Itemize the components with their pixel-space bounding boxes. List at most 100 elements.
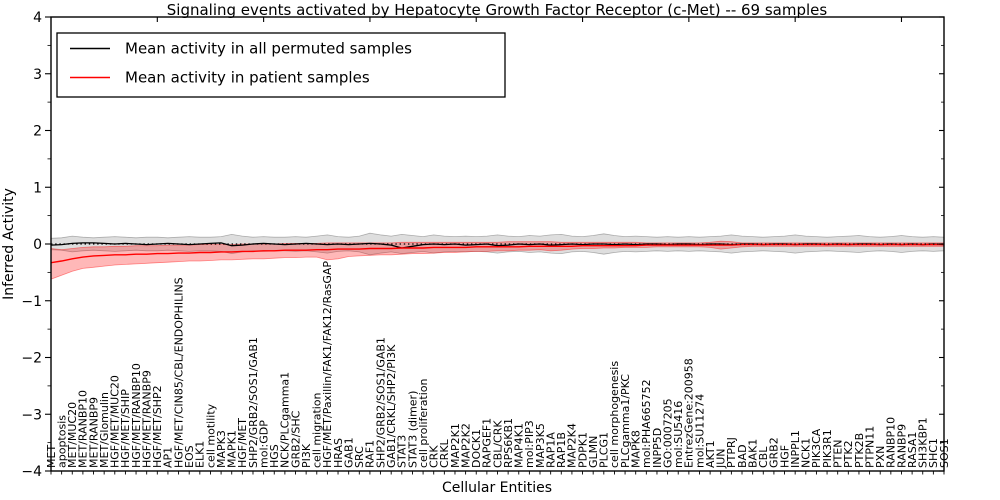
x-tick-label: MET/RANBP10 (77, 390, 90, 468)
x-tick-label: AP1 (162, 447, 175, 468)
chart-title: Signaling events activated by Hepatocyte… (167, 1, 828, 19)
x-tick-label: SHP2/GRB2/SOS1/GAB1 (247, 337, 260, 468)
y-tick-label: −3 (21, 407, 42, 423)
x-tick-label: MET/Glomulin (98, 392, 111, 468)
x-tick-label: HGF/MET (236, 418, 249, 468)
x-tick-label: MAPK8 (630, 430, 643, 468)
x-tick-label: PLCG1 (598, 432, 611, 468)
x-tick-label: GO:0007205 (661, 398, 674, 468)
y-tick-label: 0 (33, 237, 42, 253)
x-tick-label: MAP2K2 (459, 423, 472, 468)
plot-area (51, 232, 944, 280)
x-tick-label: cell migration (311, 392, 324, 468)
x-tick-label: PDPK1 (576, 432, 589, 468)
x-tick-label: GRB2 (768, 437, 781, 468)
x-tick-label: CRK (428, 445, 441, 468)
y-tick-label: −4 (21, 464, 42, 480)
y-axis-label: Inferred Activity (1, 188, 17, 300)
x-tick-label: RPS6KB1 (502, 418, 515, 468)
x-tick-label: PTEN (832, 439, 845, 468)
x-tick-label: CBL (757, 446, 770, 468)
x-tick-label: RAF1 (364, 440, 377, 468)
x-tick-label: MET/RANBP9 (87, 397, 100, 468)
x-tick-label: PIK3CA (810, 428, 823, 468)
x-tick-label: CRKL (438, 438, 451, 468)
x-tick-label: RAP1A (545, 432, 558, 468)
x-tick-label: HGF/MET/Paxillin/FAK1/FAK12/RasGAP (321, 261, 334, 468)
y-tick-label: −1 (21, 294, 42, 310)
x-tick-label: AKT1 (704, 440, 717, 468)
x-tick-label: HGF/MET/SHIP (119, 389, 132, 468)
x-tick-label: GAB1 (343, 437, 356, 468)
x-tick-label: STAT3 (396, 435, 409, 468)
x-tick-label: mol:PHA665752 (640, 379, 653, 468)
legend-frame (56, 32, 506, 98)
x-tick-label: HGF/MET/RANBP9 (141, 370, 154, 468)
x-tick-label: GAB1/CRKL/SHP2/PI3K (385, 344, 398, 468)
x-tick-label: PLCgamma1/PKC (619, 374, 632, 468)
x-tick-label: RAP1B (555, 432, 568, 468)
x-tick-label: PTPRJ (725, 437, 738, 468)
x-tick-label: MAPK3 (215, 430, 228, 468)
x-tick-label: PTK2 (842, 440, 855, 468)
x-tick-label: MAPK1 (226, 430, 239, 468)
x-tick-label: PTPN11 (863, 426, 876, 468)
y-tick-label: 3 (33, 67, 42, 83)
x-tick-label: EntrezGene:200958 (683, 358, 696, 468)
axes: METapoptosisMET/MUC20MET/RANBP10MET/RANB… (21, 10, 950, 480)
x-tick-label: mol:PIP3 (523, 420, 536, 468)
x-tick-label: CBL/CRK (491, 420, 504, 468)
x-tick-label: SHC1 (927, 438, 940, 468)
x-tick-label: RAPGEF1 (481, 418, 494, 468)
x-tick-label: cell morphogenesis (608, 361, 621, 468)
x-tick-label: mol:SU5416 (672, 401, 685, 468)
x-tick-label: RANBP9 (895, 424, 908, 468)
x-tick-label: mol:GDP (257, 420, 270, 468)
x-tick-label: HRAS (332, 438, 345, 468)
x-tick-label: SH3KBP1 (917, 417, 930, 468)
x-tick-label: SRC (353, 446, 366, 468)
x-tick-label: MAP3K5 (534, 423, 547, 468)
x-tick-label: cell motility (204, 403, 217, 468)
x-tick-label: EOS (183, 445, 196, 468)
x-tick-label: DOCK1 (470, 429, 483, 468)
y-tick-label: 4 (33, 10, 42, 26)
x-tick-label: HGF/MET/RANBP10 (130, 363, 143, 468)
x-tick-label: STAT3 (dimer) (406, 391, 419, 468)
x-tick-label: RANBP10 (885, 417, 898, 468)
x-tick-label: HGF/MET/SHP2 (151, 385, 164, 468)
x-tick-label: HGS (268, 444, 281, 468)
x-tick-label: PIK3R1 (821, 429, 834, 468)
legend: Mean activity in all permuted samples Me… (56, 32, 506, 98)
x-tick-label: MAP2K1 (449, 423, 462, 468)
x-tick-label: HGF/MET/MUC20 (109, 375, 122, 468)
x-axis-label: Cellular Entities (442, 480, 552, 496)
y-tick-label: −2 (21, 351, 42, 367)
legend-label-permuted-samples: Mean activity in all permuted samples (125, 40, 412, 58)
x-tick-label: NCK/PLCgamma1 (279, 372, 292, 468)
x-tick-label: SHP2/GRB2/SOS1/GAB1 (374, 337, 387, 468)
x-tick-label: GRB2/SHC (289, 410, 302, 468)
x-tick-label: PTK2B (853, 433, 866, 468)
x-tick-label: NCK1 (800, 438, 813, 468)
x-tick-label: HGF/MET/CIN85/CBL/ENDOPHILINS (172, 277, 185, 468)
x-tick-label: JUN (715, 448, 728, 469)
x-tick-label: INPP5D (651, 428, 664, 468)
y-tick-label: 2 (33, 124, 42, 140)
legend-label-patient-samples: Mean activity in patient samples (125, 69, 370, 87)
x-tick-label: MAP4K1 (513, 423, 526, 468)
axes-frame (50, 16, 945, 472)
x-tick-label: MAP2K4 (566, 423, 579, 468)
x-tick-label: mol:SU11274 (693, 394, 706, 468)
y-tick-label: 1 (33, 180, 42, 196)
x-tick-label: PI3K (300, 443, 313, 468)
x-tick-label: PXN (874, 446, 887, 468)
x-tick-label: ELK1 (194, 441, 207, 468)
x-tick-label: MET/MUC20 (66, 402, 79, 468)
x-tick-label: BAD (736, 444, 749, 468)
x-tick-label: GLMN (587, 436, 600, 468)
x-tick-label: BAK1 (746, 439, 759, 468)
x-tick-label: cell proliferation (417, 378, 430, 468)
